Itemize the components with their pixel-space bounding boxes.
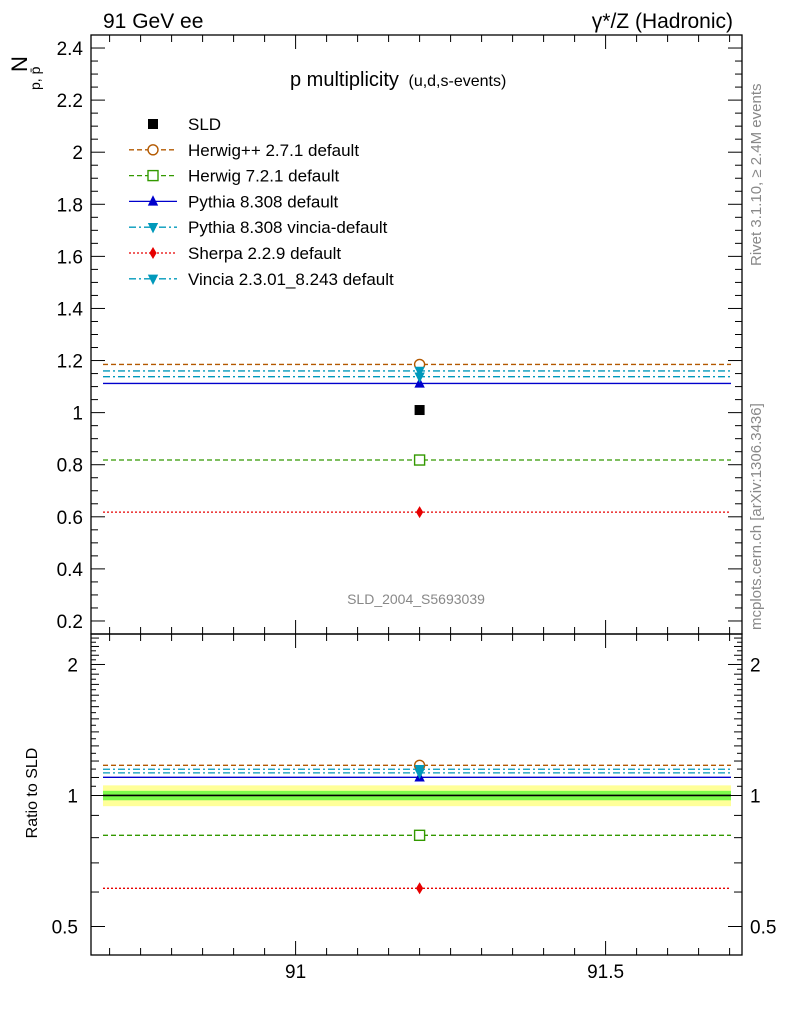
data-point: [416, 506, 424, 519]
header-right: γ*/Z (Hadronic): [592, 10, 733, 33]
plot-title: p multiplicity (u,d,s-events): [290, 69, 506, 91]
y-tick-label: 0.8: [57, 456, 83, 477]
ratio-y-tick-label-left: 1: [67, 786, 78, 807]
legend-marker: [147, 169, 159, 182]
analysis-watermark: SLD_2004_S5693039: [347, 591, 485, 607]
ratio-y-tick-label-right: 2: [750, 655, 761, 676]
y-tick-label: 1.8: [57, 195, 83, 216]
legend-marker: [148, 119, 158, 129]
ratio-y-tick-label-left: 2: [67, 655, 78, 676]
y-tick-label: 0.2: [57, 612, 83, 633]
ratio-y-tick-label-right: 1: [750, 786, 761, 807]
mcplots-text: mcplots.cern.ch [arXiv:1306.3436]: [748, 403, 765, 630]
y-tick-label: 2.4: [57, 39, 84, 60]
legend-marker: [147, 223, 159, 234]
ratio-data-point: [416, 882, 424, 895]
legend-label: Vincia 2.3.01_8.243 default: [188, 270, 394, 289]
y-axis-label-sub: p, p̄: [27, 66, 43, 90]
y-tick-label: 0.6: [57, 508, 83, 529]
y-tick-label: 1: [72, 404, 83, 425]
header-left: 91 GeV ee: [103, 10, 203, 33]
ratio-y-tick-label-right: 0.5: [750, 917, 776, 938]
x-tick-label: 91: [285, 962, 306, 983]
legend-marker: [149, 247, 157, 259]
legend-label: Pythia 8.308 default: [188, 192, 339, 211]
ratio-plot: 0.5 0.5 1 1 2 2 91 91.5: [52, 634, 776, 983]
main-plot: 0.2 0.4 0.6 0.8 1 1.2 1.4 1.6 1.8 2 2.2 2.4: [57, 34, 742, 635]
ratio-data-point: [413, 829, 426, 842]
y-tick-label: 2: [72, 143, 83, 164]
ratio-data-point: [414, 768, 425, 780]
data-point: [414, 405, 425, 416]
y-axis-label-main: N: [7, 56, 32, 72]
y-axis-label: N p, p̄: [7, 56, 43, 90]
legend-marker: [147, 195, 159, 206]
legend-label: Herwig 7.2.1 default: [188, 167, 339, 186]
legend: SLD Herwig++ 2.7.1 default Herwig 7.2.1 de…: [129, 115, 394, 289]
ratio-y-tick-label-left: 0.5: [52, 917, 78, 938]
y-tick-label: 1.6: [57, 247, 83, 268]
data-point: [414, 372, 425, 383]
legend-label: Sherpa 2.2.9 default: [188, 244, 341, 263]
data-point: [414, 366, 425, 378]
y-tick-label: 0.4: [57, 560, 84, 581]
legend-label: SLD: [188, 115, 221, 134]
legend-marker: [147, 274, 159, 285]
y-tick-label: 1.2: [57, 352, 83, 373]
y-tick-label: 2.2: [57, 91, 83, 112]
legend-label: Pythia 8.308 vincia-default: [188, 218, 388, 237]
plot-title-main: p multiplicity: [290, 69, 399, 91]
y-tick-label: 1.4: [57, 299, 84, 320]
ratio-y-label: Ratio to SLD: [24, 748, 41, 839]
plot-title-sub: (u,d,s-events): [408, 73, 506, 90]
ratio-plot-frame: [90, 633, 743, 956]
legend-label: Herwig++ 2.7.1 default: [188, 141, 359, 160]
data-point: [413, 454, 426, 466]
legend-marker: [147, 144, 159, 156]
rivet-version-text: Rivet 3.1.10, ≥ 2.4M events: [748, 84, 765, 267]
x-tick-label: 91.5: [587, 962, 624, 983]
